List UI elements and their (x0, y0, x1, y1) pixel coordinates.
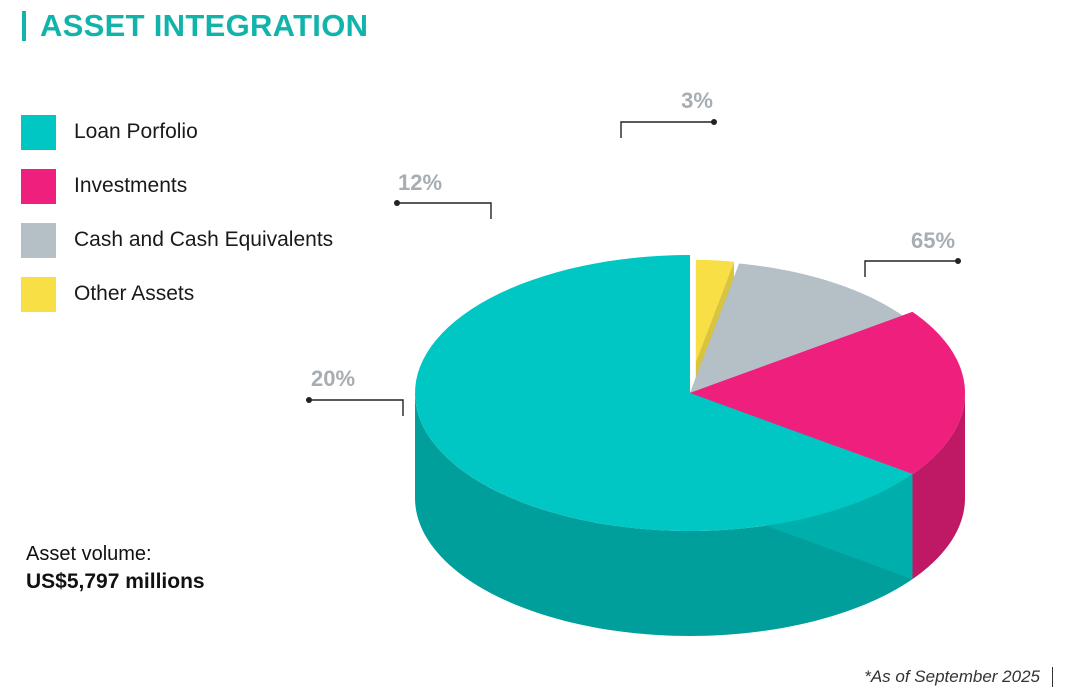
page-title: ASSET INTEGRATION (22, 8, 368, 44)
legend-item-loan-portfolio: Loan Porfolio (21, 114, 333, 150)
title-text: ASSET INTEGRATION (40, 8, 369, 43)
footnote-bar (1052, 667, 1053, 687)
data-label-cash: 12% (394, 170, 492, 219)
slice-top-loan-portfolio (415, 255, 913, 531)
asset-volume-label: Asset volume: (26, 543, 152, 565)
legend-swatch-cash (21, 222, 56, 258)
leader-line-other-assets (620, 121, 714, 138)
leader-dot-other-assets (711, 119, 717, 125)
legend-item-other-assets: Other Assets (21, 276, 333, 312)
legend-swatch-other-assets (21, 276, 56, 312)
leader-dot-loan-portfolio (955, 258, 961, 264)
legend-label-cash: Cash and Cash Equivalents (74, 228, 334, 251)
asset-volume-value: US$5,797 millions (26, 570, 205, 593)
slice-side-loan-portfolio (415, 393, 913, 636)
data-label-other-assets: 3% (620, 88, 717, 138)
leader-line-investments (309, 399, 404, 416)
legend-swatch-loan-portfolio (21, 114, 56, 150)
legend-item-cash: Cash and Cash Equivalents (21, 222, 333, 258)
data-label-investments: 20% (306, 366, 404, 416)
footnote-text: *As of September 2025 (864, 667, 1040, 686)
legend-label-investments: Investments (74, 174, 188, 197)
data-label-loan-portfolio: 65% (864, 228, 961, 277)
data-label-text-loan-portfolio: 65% (911, 228, 955, 253)
legend-label-loan-portfolio: Loan Porfolio (74, 120, 198, 143)
slice-top-other-assets (695, 259, 734, 363)
legend-item-investments: Investments (21, 168, 333, 204)
leader-dot-cash (394, 200, 400, 206)
leader-line-loan-portfolio (864, 260, 958, 277)
leader-line-cash (397, 202, 492, 219)
legend-swatch-investments (21, 168, 56, 204)
slice-side-investments (912, 393, 965, 580)
data-label-text-other-assets: 3% (681, 88, 713, 113)
slice-top-cash (690, 263, 903, 393)
data-label-text-investments: 20% (311, 366, 355, 391)
slice-top-investments (690, 311, 965, 475)
chart-legend: Loan Porfolio Investments Cash and Cash … (21, 114, 333, 330)
data-label-text-cash: 12% (398, 170, 442, 195)
title-accent-bar (22, 11, 26, 41)
footnote: *As of September 2025 (864, 667, 1053, 687)
leader-dot-investments (306, 397, 312, 403)
asset-volume: Asset volume: US$5,797 millions (26, 541, 205, 595)
pie-slice-loan-portfolio (415, 255, 913, 636)
legend-label-other-assets: Other Assets (74, 282, 195, 305)
